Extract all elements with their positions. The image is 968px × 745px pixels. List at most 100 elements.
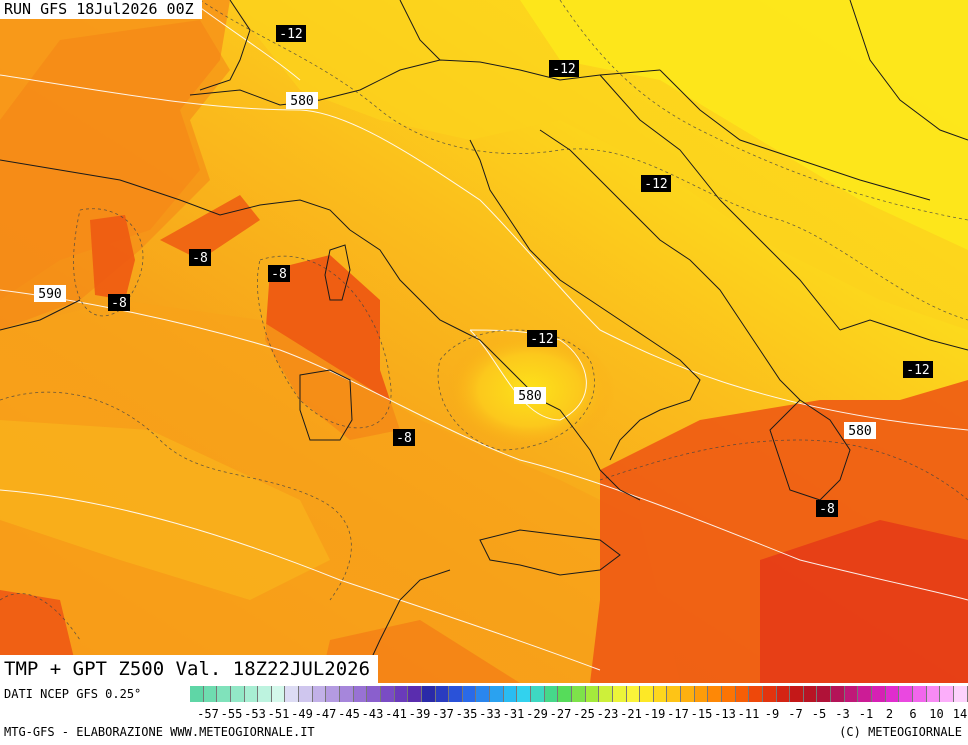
scale-swatch [749,686,763,702]
scale-label: -33 [479,707,501,721]
scale-swatch [721,686,736,702]
scale-swatch [558,686,572,702]
scale-swatch [926,686,941,702]
scale-swatch [653,686,668,702]
color-scale-bar [190,686,968,702]
scale-swatch [708,686,722,702]
temp-label: -12 [641,175,671,192]
scale-swatch [408,686,422,702]
scale-swatch [299,686,313,702]
temp-label: -12 [903,361,933,378]
temp-label: -8 [108,294,130,311]
scale-swatch [776,686,791,702]
scale-label: -43 [361,707,384,721]
legend-footer: DATI NCEP GFS 0.25° -57 -55 -53 -51 -49 -47 -4… [0,683,968,745]
scale-swatch [858,686,873,702]
gpt-label: 580 [286,92,318,109]
scale-swatch [612,686,627,702]
scale-swatch [872,686,886,702]
temp-label: -8 [268,265,290,282]
scale-swatch [735,686,750,702]
scale-label: -57 [197,707,219,721]
coastlines-and-borders [0,0,968,683]
scale-label: 6 [909,707,917,721]
scale-swatch [531,686,545,702]
svg-text:580: 580 [518,389,541,404]
scale-label: -1 [858,707,874,721]
svg-text:-8: -8 [819,502,835,517]
geopotential-contours [0,0,968,670]
weather-map: -12 -12 -12 -12 -12 -8 -8 -8 -8 -8 580 5… [0,0,968,683]
scale-swatch [885,686,900,702]
gpt-label: 580 [514,387,546,404]
scale-swatch [449,686,463,702]
scale-swatch [899,686,913,702]
scale-swatch [803,686,818,702]
scale-swatch [244,686,259,702]
temp-label: -8 [189,249,211,266]
scale-label: -45 [338,707,360,721]
temp-label: -12 [527,330,557,347]
scale-label: -7 [788,707,803,721]
scale-swatch [912,686,927,702]
svg-text:-8: -8 [396,431,412,446]
scale-swatch [203,686,218,702]
scale-label: -23 [596,707,619,721]
scale-label: -51 [267,707,290,721]
svg-text:590: 590 [38,287,61,302]
scale-swatch [831,686,845,702]
geopotential-value-labels: 580 590 580 580 [34,92,876,439]
scale-swatch [953,686,968,702]
scale-swatch [667,686,682,702]
scale-swatch [640,686,654,702]
scale-label: -17 [667,707,689,721]
scale-swatch [544,686,559,702]
scale-swatch [762,686,777,702]
scale-swatch [626,686,641,702]
credits-left: MTG-GFS - ELABORAZIONE WWW.METEOGIORNALE… [4,725,315,739]
scale-swatch [817,686,832,702]
scale-swatch [217,686,231,702]
scale-swatch [476,686,491,702]
scale-label: -11 [737,707,760,721]
temperature-field [0,0,968,683]
svg-text:-12: -12 [906,363,929,378]
temp-label: -12 [549,60,579,77]
svg-text:580: 580 [290,94,313,109]
scale-label: -39 [408,707,431,721]
svg-text:-12: -12 [552,62,575,77]
scale-swatch [694,686,709,702]
scale-swatch [394,686,409,702]
scale-label: -53 [244,707,266,721]
run-label: RUN GFS 18Jul2026 00Z [0,0,202,19]
scale-swatch [940,686,954,702]
scale-swatch [271,686,286,702]
scale-label: 10 [929,707,944,721]
color-scale-labels: -57 -55 -53 -51 -49 -47 -45 -43 -41 -39 -37 -35 -33-… [190,707,968,721]
credits-right: (C) METEOGIORNALE [839,725,962,739]
scale-swatch [462,686,477,702]
svg-text:-8: -8 [111,296,127,311]
scale-label: -29 [526,707,548,721]
scale-swatch [190,686,204,702]
scale-label: -21 [620,707,642,721]
scale-swatch [585,686,600,702]
svg-text:-8: -8 [192,251,208,266]
scale-swatch [285,686,300,702]
svg-text:-12: -12 [644,177,667,192]
gpt-label: 580 [844,422,876,439]
scale-label: -25 [573,707,595,721]
scale-label: -9 [764,707,780,721]
data-source-text: DATI NCEP GFS 0.25° [4,687,142,701]
scale-label: -5 [811,707,827,721]
svg-text:-12: -12 [279,27,302,42]
scale-swatch [517,686,532,702]
scale-label: -13 [714,707,736,721]
scale-swatch [435,686,450,702]
map-title: TMP + GPT Z500 Val. 18Z22JUL2026 [0,655,379,683]
scale-label: -41 [385,707,407,721]
scale-label: -47 [314,707,337,721]
scale-label: -19 [643,707,666,721]
temperature-value-labels: -12 -12 -12 -12 -12 -8 -8 -8 -8 -8 [108,25,933,517]
scale-swatch [844,686,859,702]
